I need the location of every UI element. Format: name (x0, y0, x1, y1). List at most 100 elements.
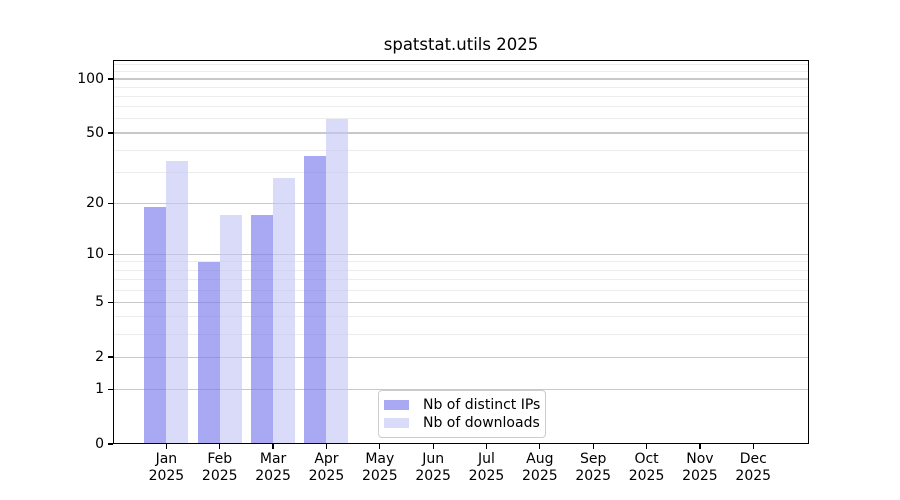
x-tick-month: May (365, 451, 395, 467)
x-tick-month: Sep (579, 451, 607, 467)
legend-label-distinct-ips: Nb of distinct IPs (423, 396, 541, 413)
x-tick-month: Apr (314, 451, 339, 467)
y-tick-mark (108, 388, 113, 390)
bar-jan-distinct-ips (144, 207, 167, 444)
x-tick-mark (165, 444, 168, 449)
x-tick-mark (592, 444, 594, 449)
x-tick-month: Dec (739, 451, 767, 467)
y-tick-label: 0 (95, 436, 104, 452)
x-tick-label: Aug 2025 (510, 451, 570, 484)
x-tick-mark (325, 444, 328, 449)
minor-gridline (113, 86, 809, 88)
y-tick-mark (108, 132, 113, 134)
bar-feb-downloads (219, 215, 242, 444)
x-tick-mark (379, 444, 381, 449)
x-tick-year: 2025 (255, 467, 291, 484)
y-tick-label: 2 (95, 349, 104, 366)
bar-apr-distinct-ips (304, 156, 327, 444)
y-tick-mark (108, 202, 113, 204)
x-tick-mark (485, 444, 488, 449)
x-tick-label: Jul 2025 (457, 451, 517, 484)
y-tick-label: 20 (86, 195, 104, 212)
x-tick-month: Oct (634, 451, 659, 467)
plot-area (113, 60, 809, 444)
x-tick-label: Oct 2025 (617, 451, 677, 484)
bar-mar-downloads (273, 177, 296, 444)
bar-apr-downloads (326, 118, 349, 444)
minor-gridline (113, 333, 809, 335)
y-tick-label: 50 (86, 125, 104, 142)
x-tick-month: Nov (686, 451, 714, 467)
bar-mar-distinct-ips (251, 215, 274, 444)
minor-gridline (113, 71, 809, 73)
x-tick-mark (539, 444, 541, 449)
minor-gridline (113, 118, 809, 120)
major-gridline (113, 301, 809, 303)
y-tick-label: 10 (86, 246, 104, 263)
major-gridline (113, 202, 809, 204)
y-tick-mark (108, 443, 113, 445)
x-tick-year: 2025 (415, 467, 451, 484)
minor-gridline (113, 95, 809, 97)
x-tick-label: Dec 2025 (723, 451, 783, 484)
x-tick-year: 2025 (522, 467, 558, 484)
x-tick-year: 2025 (361, 467, 398, 484)
x-tick-month: Jul (478, 451, 495, 467)
major-gridline (113, 356, 809, 358)
minor-gridline (113, 171, 809, 173)
x-tick-label: Mar 2025 (243, 451, 303, 484)
y-tick-mark (108, 253, 113, 255)
x-tick-mark (645, 444, 648, 449)
legend-swatch-distinct-ips (384, 399, 409, 410)
minor-gridline (113, 289, 809, 291)
legend-item-distinct-ips: Nb of distinct IPs (384, 396, 541, 413)
x-tick-month: Jun (422, 451, 445, 467)
chart-title: spatstat.utils 2025 (383, 35, 539, 54)
x-tick-year: 2025 (735, 467, 772, 484)
minor-gridline (113, 64, 809, 66)
legend-label-downloads: Nb of downloads (423, 415, 540, 432)
x-tick-mark (432, 444, 434, 449)
x-tick-label: Feb 2025 (190, 451, 250, 484)
major-gridline (113, 132, 809, 134)
minor-gridline (113, 279, 809, 281)
legend-item-downloads: Nb of downloads (384, 415, 540, 432)
major-gridline (113, 78, 809, 80)
major-gridline (113, 388, 809, 390)
x-tick-year: 2025 (308, 467, 345, 484)
y-tick-label: 100 (77, 70, 104, 87)
x-tick-month: Feb (207, 451, 233, 467)
x-tick-month: Mar (259, 451, 287, 467)
minor-gridline (113, 106, 809, 108)
x-tick-label: Jun 2025 (403, 451, 463, 484)
minor-gridline (113, 316, 809, 318)
legend: Nb of distinct IPs Nb of downloads (378, 390, 546, 438)
x-tick-year: 2025 (682, 467, 718, 484)
x-tick-label: May 2025 (350, 451, 410, 484)
x-tick-mark (752, 444, 754, 449)
x-tick-label: Jan 2025 (136, 451, 196, 484)
x-tick-month: Jan (155, 451, 178, 467)
y-tick-mark (108, 78, 113, 80)
minor-gridline (113, 149, 809, 151)
legend-swatch-downloads (384, 418, 409, 429)
bar-feb-distinct-ips (197, 261, 220, 444)
y-tick-label: 1 (95, 381, 104, 398)
x-tick-mark (272, 444, 274, 449)
x-tick-mark (219, 444, 221, 449)
y-tick-mark (108, 301, 113, 303)
minor-gridline (113, 269, 809, 271)
x-tick-year: 2025 (468, 467, 505, 484)
x-tick-month: Aug (526, 451, 554, 467)
x-tick-year: 2025 (148, 467, 185, 484)
bar-jan-downloads (166, 160, 189, 444)
y-tick-label: 5 (95, 294, 104, 311)
x-tick-mark (699, 444, 701, 449)
x-tick-label: Nov 2025 (670, 451, 730, 484)
x-tick-year: 2025 (628, 467, 665, 484)
x-tick-label: Sep 2025 (563, 451, 623, 484)
major-gridline (113, 253, 809, 255)
x-tick-year: 2025 (575, 467, 611, 484)
y-tick-mark (108, 356, 113, 358)
